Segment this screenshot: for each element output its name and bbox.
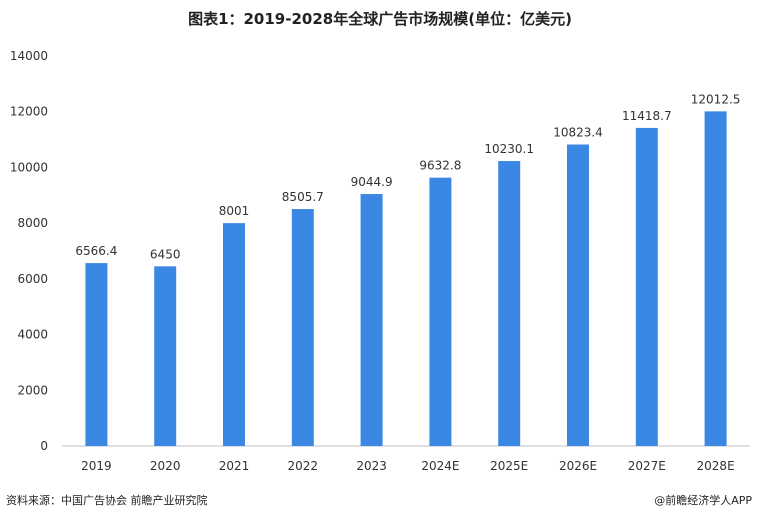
value-label-2021: 8001	[219, 204, 250, 218]
value-label-2026E: 10823.4	[553, 125, 603, 139]
value-label-2025E: 10230.1	[484, 142, 534, 156]
value-label-2023: 9044.9	[351, 175, 393, 189]
y-tick-label: 2000	[17, 383, 48, 397]
y-tick-label: 0	[40, 439, 48, 453]
bars	[85, 111, 727, 446]
bar-2019	[85, 263, 108, 446]
value-label-2019: 6566.4	[75, 244, 117, 258]
y-tick-label: 4000	[17, 328, 48, 342]
bar-2021	[223, 223, 245, 446]
x-axis-ticks: 2019 2020 2021 2022 2023 2024E 2025E 2026E 2027E…	[81, 459, 735, 473]
x-tick-label-2028E: 2028E	[697, 459, 735, 473]
bar-2025E	[498, 161, 521, 446]
x-tick-label-2025E: 2025E	[490, 459, 528, 473]
chart-title: 图表1：2019-2028年全球广告市场规模(单位：亿美元)	[188, 10, 572, 28]
x-tick-label-2026E: 2026E	[559, 459, 597, 473]
y-tick-label: 10000	[10, 160, 48, 174]
y-tick-label: 12000	[10, 105, 48, 119]
value-label-2022: 8505.7	[282, 190, 324, 204]
y-tick-label: 14000	[10, 49, 48, 63]
bar-2026E	[567, 144, 589, 446]
y-tick-label: 8000	[17, 216, 48, 230]
bar-2028E	[704, 111, 727, 446]
x-tick-label-2027E: 2027E	[628, 459, 666, 473]
bar-2023	[360, 194, 383, 446]
bar-2024E	[429, 177, 452, 446]
x-tick-label-2019: 2019	[81, 459, 112, 473]
source-note: 资料来源：中国广告协会 前瞻产业研究院	[6, 494, 208, 507]
x-tick-label-2020: 2020	[150, 459, 181, 473]
bar-2027E	[635, 127, 658, 446]
bar-2022	[291, 209, 314, 446]
credit-note: @前瞻经济学人APP	[654, 494, 752, 507]
x-tick-label-2023: 2023	[356, 459, 387, 473]
x-tick-label-2024E: 2024E	[421, 459, 459, 473]
y-tick-label: 6000	[17, 272, 48, 286]
value-label-2020: 6450	[150, 247, 181, 261]
x-tick-label-2021: 2021	[219, 459, 250, 473]
value-label-2028E: 12012.5	[691, 92, 741, 106]
y-axis-ticks: 0 2000 4000 6000 8000 10000 12000 14000	[10, 49, 48, 453]
bar-2020	[154, 266, 177, 446]
value-label-2027E: 11418.7	[622, 109, 672, 123]
value-label-2024E: 9632.8	[419, 159, 461, 173]
x-tick-label-2022: 2022	[288, 459, 319, 473]
value-labels: 6566.4 6450 8001 8505.7 9044.9 9632.8 10230.1 1…	[75, 92, 740, 261]
